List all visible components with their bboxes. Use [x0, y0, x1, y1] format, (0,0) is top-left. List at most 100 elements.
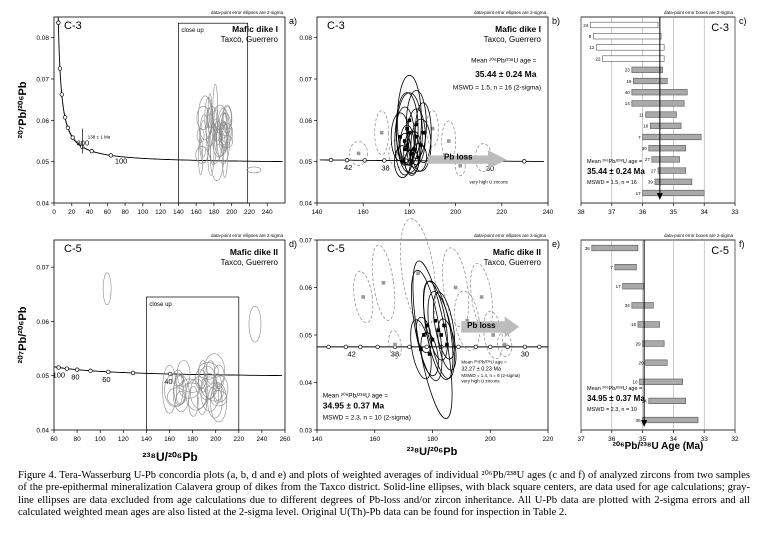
- sample-label-d: C-5: [64, 243, 82, 255]
- grain-label-f: 20: [639, 360, 645, 365]
- mswd-c: MSWD = 1.5, n = 16: [587, 180, 637, 186]
- cluster-ellipse-d: [205, 360, 216, 384]
- x-tick-label-a: 40: [86, 209, 94, 216]
- concordia-age-label-d: 100: [53, 370, 66, 379]
- concordia-age-label-d: 40: [164, 377, 172, 386]
- cluster-ellipse-a: [214, 124, 228, 157]
- grain-label-c: 7: [638, 135, 641, 140]
- mswd-f: MSWD = 2.3, n = 10: [587, 407, 637, 413]
- concordia-age-marker-d: [56, 365, 61, 370]
- sample-label-a: C-3: [64, 20, 82, 32]
- excluded-mean-value-e: 32.27 ± 0.23 Ma: [461, 367, 502, 373]
- cluster-ellipse-a: [206, 107, 212, 129]
- cluster-ellipse-d: [188, 386, 199, 417]
- y-tick-label-d: 0.04: [36, 428, 49, 435]
- excluded-mean-label-e: Mean ²⁰⁶Pb/²³⁸U age =: [461, 360, 507, 365]
- concordia-age-label-d: 80: [71, 373, 79, 382]
- concordia-age-marker-a: [65, 125, 71, 130]
- concordia-age-marker-a: [57, 66, 63, 71]
- concordia-age-marker-e: [375, 344, 380, 350]
- concordia-age-marker-e: [522, 344, 528, 350]
- y-tick-label-a: 0.08: [36, 35, 49, 42]
- ellipse-center-b: [398, 135, 402, 139]
- data-ellipse-b: [404, 149, 420, 175]
- grain-label-c: 16: [626, 79, 632, 84]
- y-tick-label-e: 0.04: [299, 380, 312, 387]
- mean-value-e: 34.95 ± 0.37 Ma: [323, 401, 385, 411]
- cluster-ellipse-d: [212, 373, 223, 404]
- y-tick-label-e: 0.03: [299, 428, 312, 435]
- mean-label-c: Mean ²⁰⁶Pb/²³⁸U age =: [587, 158, 642, 165]
- sample-label-b: C-3: [327, 20, 345, 32]
- data-ellipse-b: [410, 143, 428, 172]
- x-tick-label-a: 220: [244, 209, 255, 216]
- concordia-age-marker-b: [362, 158, 367, 163]
- x-tick-label-e: 200: [485, 436, 496, 443]
- pb-loss-label-b: Pb loss: [444, 153, 473, 162]
- age-box-c: [645, 111, 677, 118]
- x-tick-label-c: 35: [670, 209, 678, 216]
- grain-label-f: 35: [636, 418, 642, 423]
- concordia-age-label-a: 100: [115, 156, 128, 165]
- concordia-age-label-e: 38: [391, 349, 399, 358]
- ellipse-center-e: [442, 323, 446, 328]
- ellipse-center-e: [424, 323, 429, 328]
- concordia-age-marker-d: [88, 368, 93, 373]
- cluster-ellipse-d: [201, 373, 218, 399]
- mean-label-b: Mean ²⁰⁶Pb/²³⁸U age =: [471, 56, 536, 64]
- concordia-age-marker-e: [505, 344, 510, 350]
- cluster-ellipse-a: [246, 166, 262, 174]
- mini-label-a: 138 ± 1 Ma: [88, 135, 111, 140]
- x-tick-label-d: 100: [95, 436, 106, 443]
- data-ellipse-b: [390, 112, 410, 162]
- data-ellipse-b: [399, 124, 415, 166]
- x-tick-label-c: 36: [639, 209, 647, 216]
- panel-letter-c: c): [739, 16, 747, 26]
- grain-label-f: 7: [610, 265, 613, 270]
- age-box-c: [642, 133, 702, 141]
- error-note-e: data-point error ellipses are 2-sigma: [474, 233, 547, 238]
- data-ellipse-b: [394, 106, 416, 176]
- ellipse-center-e: [439, 333, 443, 337]
- cluster-ellipse-d: [197, 387, 208, 415]
- concordia-age-marker-b: [522, 159, 527, 164]
- x-axis-title-d: ²³⁸U/²⁰⁶Pb: [142, 450, 197, 464]
- y-tick-label-d: 0.05: [36, 373, 49, 380]
- sample-label-c: C-3: [711, 22, 729, 34]
- excluded-ellipse-b: [349, 141, 368, 166]
- grain-label-f: 34: [625, 303, 631, 308]
- excluded-ellipse-b: [426, 110, 439, 147]
- age-box-f: [631, 302, 654, 309]
- cluster-ellipse-a: [219, 122, 229, 145]
- data-ellipse-e: [415, 316, 432, 354]
- ellipse-center-e: [430, 337, 435, 342]
- age-box-c: [596, 44, 665, 51]
- age-box-f: [622, 283, 645, 290]
- grain-label-f: 36: [585, 246, 591, 251]
- x-tick-label-f: 36: [608, 436, 616, 443]
- y-tick-label-a: 0.07: [36, 77, 49, 84]
- age-box-c: [654, 178, 693, 185]
- concordia-age-marker-d: [75, 367, 80, 372]
- excluded-ellipse-e: [442, 247, 470, 328]
- x-tick-label-e: 140: [312, 436, 323, 443]
- grain-label-c: 27: [645, 157, 651, 162]
- panel-letter-f: f): [739, 239, 745, 249]
- ellipse-center-b: [421, 130, 426, 135]
- ellipse-center-e: [361, 295, 365, 299]
- concordia-age-marker-e: [537, 344, 542, 350]
- cluster-ellipse-d: [212, 375, 229, 403]
- x-tick-label-d: 240: [256, 436, 267, 443]
- concordia-age-marker-e: [358, 344, 363, 350]
- age-box-f: [639, 378, 683, 385]
- age-box-f: [591, 244, 639, 252]
- grain-label-c: 8: [589, 34, 592, 39]
- mean-arrow-f: [641, 420, 648, 427]
- panel-subtitle-d: Taxco, Guerrero: [221, 258, 279, 267]
- x-tick-label-a: 180: [208, 209, 219, 216]
- age-box-c: [651, 156, 680, 163]
- ellipse-center-b: [405, 143, 409, 147]
- age-box-f: [637, 321, 660, 328]
- x-tick-label-c: 33: [731, 209, 739, 216]
- panel-letter-b: b): [552, 16, 560, 26]
